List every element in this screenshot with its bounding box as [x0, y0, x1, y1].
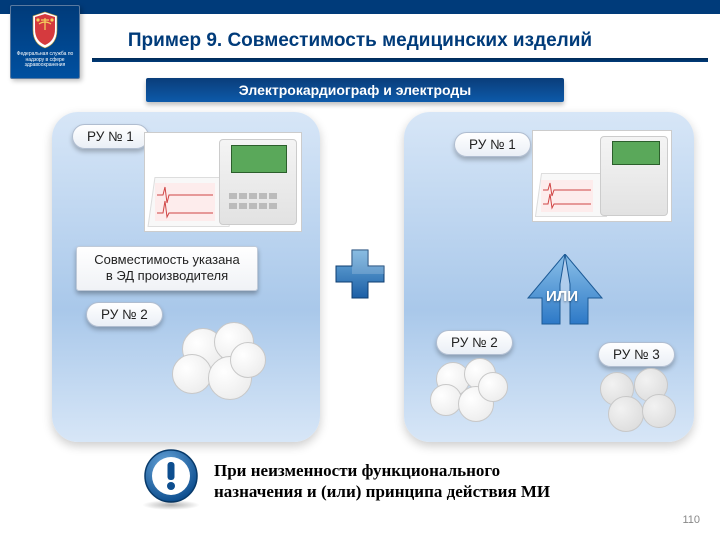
electrodes-right-b [596, 368, 686, 432]
header-strip [0, 0, 720, 14]
exclaim-icon [140, 448, 202, 510]
ecg-device-left [144, 132, 302, 232]
ecg-device-right [532, 130, 672, 222]
page-title: Пример 9. Совместимость медицинских изде… [0, 30, 720, 52]
footer-note: При неизменности функционального назначе… [214, 460, 664, 503]
badge-ru1-right: РУ № 1 [454, 132, 531, 157]
compat-note: Совместимость указана в ЭД производителя [76, 246, 258, 291]
badge-ru2-right: РУ № 2 [436, 330, 513, 355]
compat-line2: в ЭД производителя [106, 268, 228, 283]
footer-line2: назначения и (или) принципа действия МИ [214, 482, 550, 501]
plus-icon [332, 246, 388, 302]
or-label: ИЛИ [546, 288, 578, 305]
page-number: 110 [682, 514, 700, 526]
footer-line1: При неизменности функционального [214, 461, 500, 480]
logo-caption: Федеральная служба по надзору в сфере зд… [11, 50, 79, 69]
subtitle-bar: Электрокардиограф и электроды [146, 78, 564, 102]
or-arrows-icon: ИЛИ [510, 254, 620, 340]
electrodes-right-a [428, 356, 518, 428]
badge-ru1-left: РУ № 1 [72, 124, 149, 149]
electrodes-left [170, 320, 270, 400]
badge-ru2-left: РУ № 2 [86, 302, 163, 327]
badge-ru3-right: РУ № 3 [598, 342, 675, 367]
compat-line1: Совместимость указана [94, 252, 239, 267]
title-underline [92, 58, 708, 62]
